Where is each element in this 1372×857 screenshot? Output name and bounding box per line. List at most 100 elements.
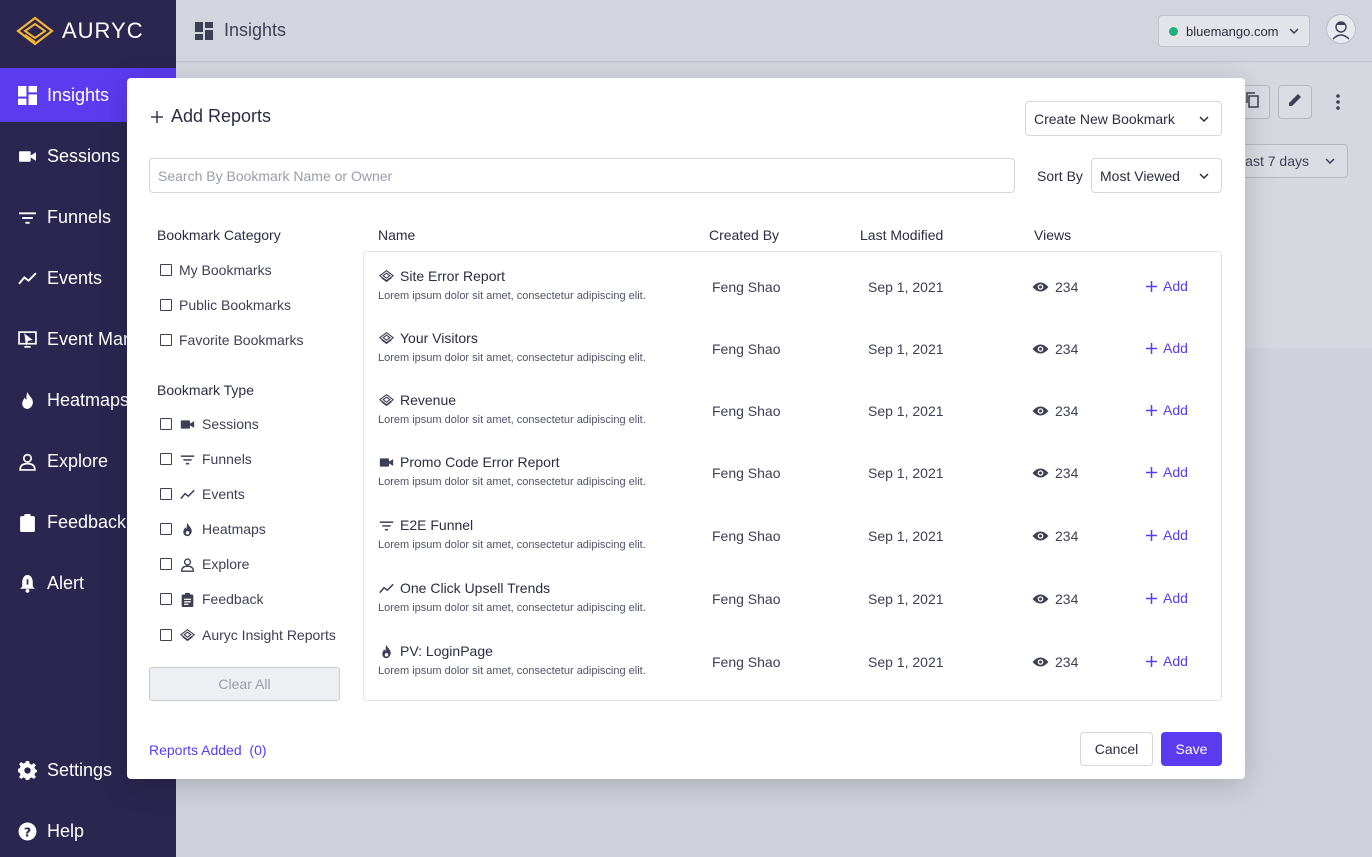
add-report-button[interactable]: Add [1146,464,1188,480]
reports-added-link[interactable]: Reports Added (0) [149,742,267,758]
report-views: 234 [1032,341,1078,357]
report-created-by: Feng Shao [712,465,781,481]
domain-select[interactable]: bluemango.com [1158,15,1310,47]
report-views: 234 [1032,591,1078,607]
cancel-button[interactable]: Cancel [1080,732,1153,766]
type-filter-label: Funnels [202,451,252,467]
domain-status-dot [1169,26,1178,36]
type-filter-feedback[interactable]: Feedback [160,591,263,607]
report-name: Site Error Report [378,268,505,284]
sidebar-item-help[interactable]: ? Help [0,804,176,857]
checkbox[interactable] [160,264,172,276]
eye-icon [1032,530,1049,542]
report-name-text: Promo Code Error Report [400,454,560,470]
table-row: Revenue Lorem ipsum dolor sit amet, cons… [364,376,1221,438]
bookmark-type-heading: Bookmark Type [157,382,255,398]
column-header-views[interactable]: Views [1034,227,1072,243]
checkbox[interactable] [160,334,172,346]
clear-all-button[interactable]: Clear All [149,667,340,701]
type-filter-heatmaps[interactable]: Heatmaps [160,521,266,537]
flame-icon [378,643,394,659]
dashboard-icon [17,85,37,105]
sidebar-item-explore[interactable]: Explore [0,434,176,488]
category-filter-favorite-bookmarks[interactable]: Favorite Bookmarks [160,332,303,348]
checkbox[interactable] [160,299,172,311]
checkbox[interactable] [160,418,172,430]
report-name: Promo Code Error Report [378,454,560,470]
add-report-button[interactable]: Add [1146,527,1188,543]
checkbox[interactable] [160,488,172,500]
brand-name: AURYC [62,18,144,43]
bookmark-category-heading: Bookmark Category [157,227,281,243]
column-header-name[interactable]: Name [378,227,416,243]
eye-icon [1032,593,1049,605]
create-bookmark-dropdown[interactable]: Create New Bookmark [1025,101,1222,136]
report-last-modified: Sep 1, 2021 [868,465,944,481]
edit-button[interactable] [1278,85,1312,119]
report-last-modified: Sep 1, 2021 [868,403,944,419]
more-options-button[interactable] [1330,92,1346,117]
sidebar-item-sessions[interactable]: Sessions [0,129,176,183]
eye-icon [1032,467,1049,479]
chevron-down-icon [1199,172,1209,179]
sidebar-item-alert[interactable]: Alert [0,556,176,610]
trend-line-icon [17,268,37,288]
report-description: Lorem ipsum dolor sit amet, consectetur … [378,476,646,488]
report-name-text: E2E Funnel [400,517,474,533]
add-report-button[interactable]: Add [1146,590,1188,606]
flame-icon [17,390,37,410]
add-report-label: Add [1163,278,1188,294]
copy-icon [1245,91,1261,113]
sidebar-item-label: Help [47,820,85,841]
modal-title-text: Add Reports [171,106,272,126]
plus-icon [1146,592,1157,604]
add-report-button[interactable]: Add [1146,653,1188,669]
add-report-label: Add [1163,464,1188,480]
layers-icon [378,392,394,408]
table-row: Promo Code Error Report Lorem ipsum dolo… [364,438,1221,500]
category-filter-label: Public Bookmarks [179,297,292,313]
add-report-label: Add [1163,527,1188,543]
category-filter-public-bookmarks[interactable]: Public Bookmarks [160,297,291,313]
page-title: Insights [194,20,286,41]
type-filter-events[interactable]: Events [160,486,245,502]
sort-by-select[interactable]: Most Viewed [1091,158,1222,193]
report-description: Lorem ipsum dolor sit amet, consectetur … [378,414,646,426]
add-report-button[interactable]: Add [1146,402,1188,418]
type-filter-explore[interactable]: Explore [160,556,249,572]
column-header-last-modified[interactable]: Last Modified [860,227,944,243]
report-views: 234 [1032,528,1078,544]
type-filter-auryc-insight-reports[interactable]: Auryc Insight Reports [160,627,336,643]
type-filter-sessions[interactable]: Sessions [160,416,259,432]
add-report-button[interactable]: Add [1146,278,1188,294]
sidebar-item-heatmaps[interactable]: Heatmaps [0,373,176,427]
user-avatar[interactable] [1326,14,1356,44]
checkbox[interactable] [160,523,172,535]
save-button[interactable]: Save [1161,732,1222,766]
category-filter-my-bookmarks[interactable]: My Bookmarks [160,262,272,278]
category-filter-label: My Bookmarks [179,262,272,278]
add-report-button[interactable]: Add [1146,340,1188,356]
report-description: Lorem ipsum dolor sit amet, consectetur … [378,352,646,364]
checkbox[interactable] [160,558,172,570]
type-filter-funnels[interactable]: Funnels [160,451,252,467]
plus-icon [151,110,163,123]
brand-logo[interactable]: AURYC [0,0,176,62]
sidebar-item-feedback[interactable]: Feedback [0,495,176,549]
sidebar-item-events[interactable]: Events [0,251,176,305]
checkbox[interactable] [160,593,172,605]
date-range-select[interactable]: Last 7 days [1226,144,1348,178]
report-name-text: Revenue [400,392,457,408]
report-views-count: 234 [1055,591,1079,607]
table-row: Site Error Report Lorem ipsum dolor sit … [364,252,1221,314]
modal-title: Add Reports [151,106,271,127]
eye-icon [1032,656,1049,668]
table-row: PV: LoginPage Lorem ipsum dolor sit amet… [364,627,1221,689]
sidebar-item-settings[interactable]: Settings [0,743,176,797]
column-header-created-by[interactable]: Created By [709,227,780,243]
plus-icon [1146,342,1157,354]
checkbox[interactable] [160,453,172,465]
bookmark-search-input[interactable] [149,158,1015,193]
sidebar-item-funnels[interactable]: Funnels [0,190,176,244]
checkbox[interactable] [160,629,172,641]
